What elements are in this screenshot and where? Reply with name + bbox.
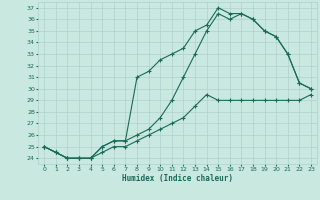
X-axis label: Humidex (Indice chaleur): Humidex (Indice chaleur) — [122, 174, 233, 183]
